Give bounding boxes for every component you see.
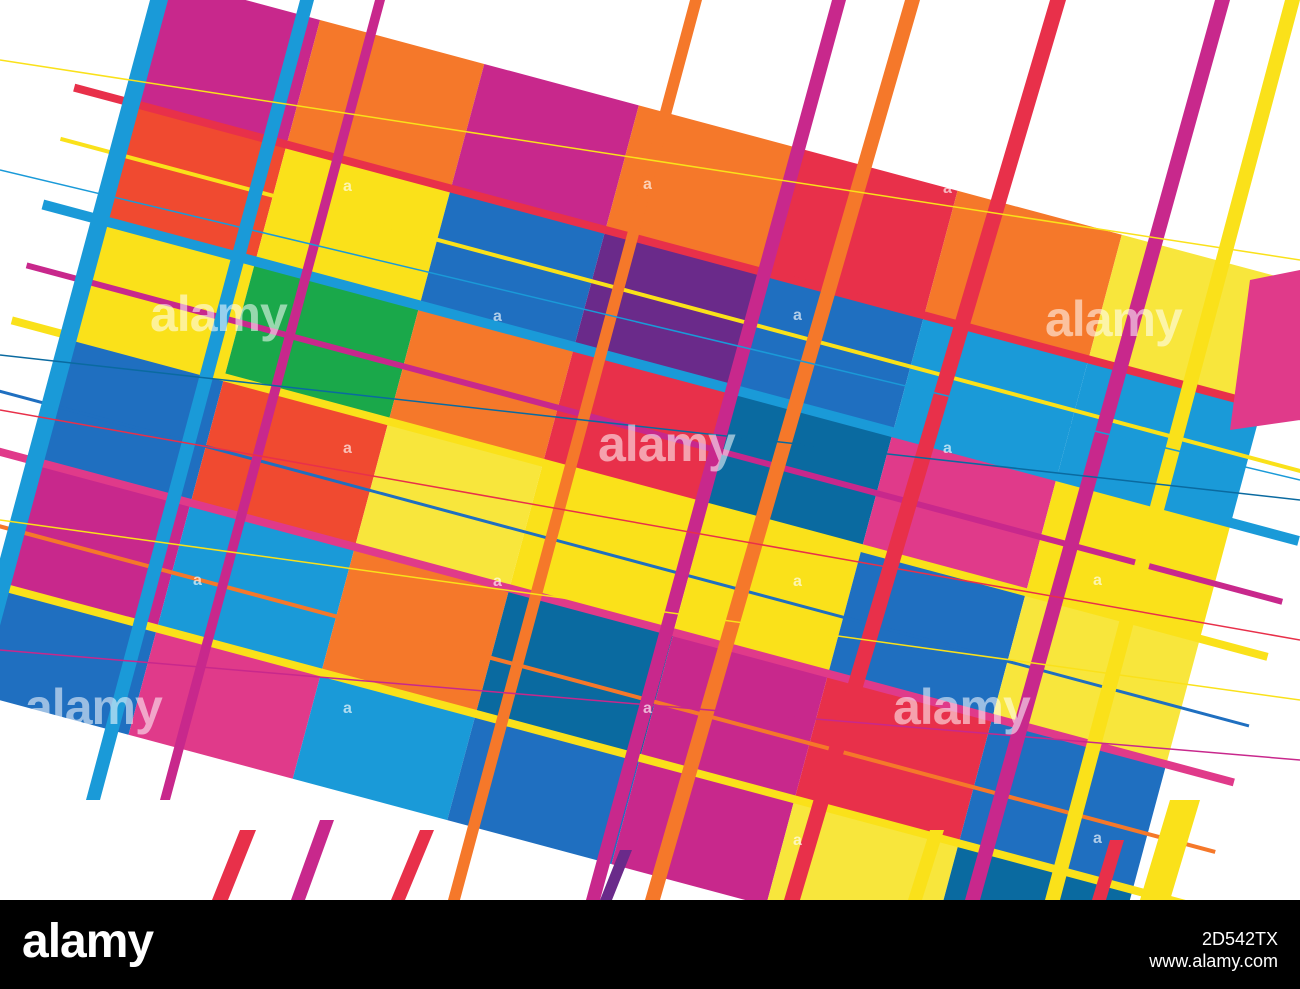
- watermark-mark: a: [793, 832, 802, 849]
- watermark-mark: a: [943, 440, 952, 457]
- watermark-mark: a: [643, 700, 652, 717]
- watermark-mark: a: [193, 572, 202, 589]
- watermark-mark: a: [1093, 830, 1102, 847]
- watermark-brand: alamy: [150, 286, 288, 342]
- watermark-mark: a: [943, 180, 952, 197]
- stock-footer-bar: alamy 2D542TX www.alamy.com: [0, 900, 1300, 989]
- watermark-mark: a: [643, 176, 652, 193]
- watermark-mark: a: [493, 573, 502, 590]
- watermark-mark: a: [193, 828, 202, 845]
- watermark-brand: alamy: [598, 416, 736, 472]
- watermark-brand: alamy: [893, 679, 1031, 735]
- footer-site-link[interactable]: www.alamy.com: [1149, 951, 1278, 971]
- watermark-mark: a: [1093, 572, 1102, 589]
- footer-image-id: 2D542TX: [1201, 929, 1278, 949]
- watermark-mark: a: [793, 307, 802, 324]
- watermark-mark: a: [343, 700, 352, 717]
- watermark-brand: alamy: [25, 679, 163, 735]
- watermark-mark: a: [343, 178, 352, 195]
- watermark-brand: alamy: [1045, 291, 1183, 347]
- artwork-canvas: alamy alamy alamy alamy alamy a a a a a …: [0, 0, 1300, 900]
- watermark-mark: a: [493, 308, 502, 325]
- mosaic-artwork: [0, 0, 1300, 900]
- thin-lines: [0, 59, 1300, 761]
- diagonal-stripes: [0, 0, 1300, 900]
- watermark-mark: a: [343, 440, 352, 457]
- footer-logo[interactable]: alamy: [22, 915, 154, 968]
- footer-image-info: 2D542TX www.alamy.com: [1149, 928, 1278, 972]
- watermark-mark: a: [493, 832, 502, 849]
- watermark-mark: a: [793, 573, 802, 590]
